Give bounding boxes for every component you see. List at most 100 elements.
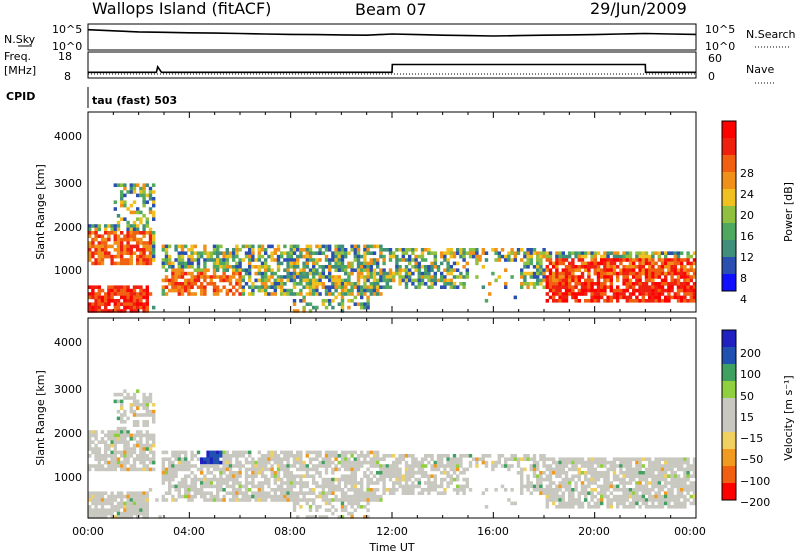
heatmap-cell (664, 258, 668, 262)
heatmap-cell (152, 460, 156, 465)
heatmap-cell (129, 491, 133, 495)
heatmap-cell (603, 494, 607, 499)
heatmap-cell (539, 278, 543, 283)
heatmap-cell (299, 299, 303, 303)
heatmap-cell (94, 511, 98, 516)
heatmap-cell (148, 460, 153, 465)
heatmap-cell (484, 299, 489, 303)
heatmap-cell (600, 474, 604, 478)
heatmap-cell (296, 467, 300, 472)
heatmap-cell (232, 450, 236, 455)
heatmap-cell (616, 501, 620, 506)
heatmap-cell (372, 271, 377, 276)
heatmap-cell (276, 494, 281, 499)
heatmap-cell (606, 265, 610, 269)
heatmap-cell (363, 505, 367, 509)
heatmap-cell (689, 467, 693, 472)
heatmap-cell (347, 494, 351, 499)
heatmap-cell (238, 488, 242, 492)
heatmap-cell (110, 292, 114, 296)
heatmap-cell (142, 464, 146, 468)
heatmap-cell (225, 275, 229, 279)
heatmap-cell (606, 271, 610, 276)
heatmap-cell (558, 494, 562, 499)
heatmap-cell (232, 484, 236, 489)
heatmap-cell (312, 450, 316, 455)
heatmap-cell (680, 258, 684, 262)
heatmap-cell (289, 491, 293, 495)
heatmap-cell (113, 508, 117, 512)
heatmap-cell (673, 457, 677, 461)
heatmap-cell (420, 248, 425, 252)
heatmap-cell (196, 268, 201, 272)
heatmap-cell (376, 488, 380, 492)
heatmap-cell (228, 454, 233, 458)
heatmap-cell (257, 244, 261, 249)
heatmap-cell (430, 467, 434, 472)
heatmap-cell (609, 484, 613, 489)
heatmap-cell (411, 474, 415, 478)
heatmap-cell (552, 285, 556, 289)
heatmap-cell (321, 460, 325, 465)
heatmap-cell (139, 505, 143, 509)
heatmap-cell (456, 457, 460, 461)
heatmap-cell (683, 498, 687, 502)
heatmap-cell (516, 457, 521, 461)
heatmap-cell (686, 484, 690, 489)
heatmap-cell (203, 285, 207, 289)
heatmap-cell (164, 292, 169, 296)
heatmap-cell (340, 505, 345, 509)
heatmap-cell (100, 498, 105, 502)
heatmap-cell (353, 471, 357, 475)
heatmap-cell (350, 244, 354, 249)
heatmap-cell (462, 471, 466, 475)
heatmap-cell (212, 282, 217, 286)
heatmap-cell (280, 464, 284, 468)
heatmap-cell (635, 271, 639, 276)
heatmap-cell (644, 484, 649, 489)
heatmap-cell (539, 491, 543, 495)
heatmap-cell (216, 285, 220, 289)
heatmap-cell (494, 464, 498, 468)
heatmap-cell (360, 454, 364, 458)
heatmap-cell (308, 467, 313, 472)
heatmap-cell (107, 237, 111, 242)
heatmap-cell (123, 515, 127, 519)
heatmap-cell (126, 302, 130, 306)
heatmap-cell (635, 494, 639, 499)
heatmap-cell (324, 265, 329, 269)
heatmap-cell (257, 271, 261, 276)
heatmap-cell (356, 494, 361, 499)
heatmap-cell (404, 460, 409, 465)
heatmap-cell (363, 265, 367, 269)
heatmap-cell (644, 457, 649, 461)
heatmap-cell (676, 494, 681, 499)
heatmap-cell (168, 491, 172, 495)
heatmap-cell (443, 477, 447, 482)
heatmap-cell (174, 464, 178, 468)
heatmap-cell (603, 474, 607, 478)
heatmap-cell (145, 511, 149, 516)
heatmap-cell (526, 265, 530, 269)
heatmap-cell (331, 265, 335, 269)
heatmap-cell (443, 285, 447, 289)
heatmap-cell (440, 471, 444, 475)
heatmap-cell (148, 254, 153, 259)
heatmap-cell (657, 491, 661, 495)
heatmap-cell (459, 248, 463, 252)
heatmap-cell (632, 285, 636, 289)
heatmap-cell (113, 460, 117, 465)
heatmap-cell (545, 292, 549, 296)
heatmap-cell (177, 494, 181, 499)
heatmap-cell (657, 275, 661, 279)
heatmap-cell (651, 464, 655, 468)
heatmap-cell (283, 471, 287, 475)
heatmap-cell (504, 254, 508, 259)
heatmap-cell (177, 251, 181, 255)
heatmap-cell (235, 494, 239, 499)
heatmap-cell (536, 258, 540, 262)
heatmap-cell (142, 231, 146, 235)
heatmap-cell (267, 454, 271, 458)
heatmap-cell (177, 454, 181, 458)
heatmap-cell (340, 278, 345, 283)
